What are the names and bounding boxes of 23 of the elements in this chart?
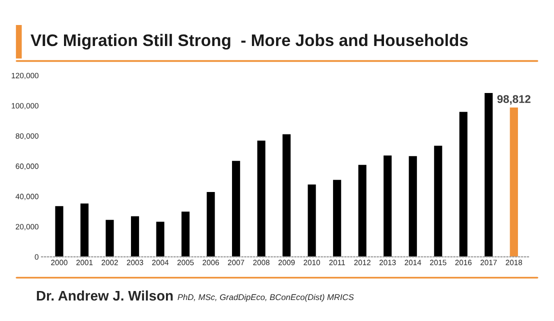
bar (510, 107, 518, 257)
bar (484, 92, 493, 257)
bar (408, 156, 417, 257)
text: PhD, MSc, GradDipEco, BConEco(Dist) MRICS (178, 294, 354, 302)
bar (130, 216, 140, 257)
data-label: 98,812 (497, 95, 530, 105)
bar (257, 140, 266, 257)
bar (459, 112, 468, 257)
bar (55, 206, 64, 257)
bar (308, 184, 316, 257)
bar (434, 146, 442, 257)
bar (333, 180, 342, 257)
chart-title: VIC Migration Still Strong - More Jobs and Households (30, 34, 468, 50)
text: Dr. Andrew J. Wilson (36, 290, 173, 301)
bar (106, 220, 114, 257)
bar (384, 156, 392, 257)
bar (358, 164, 366, 257)
bar (232, 160, 240, 257)
bar (156, 222, 164, 257)
bar (181, 212, 190, 257)
bar (282, 134, 291, 257)
bar (206, 192, 215, 257)
bar (80, 203, 89, 257)
